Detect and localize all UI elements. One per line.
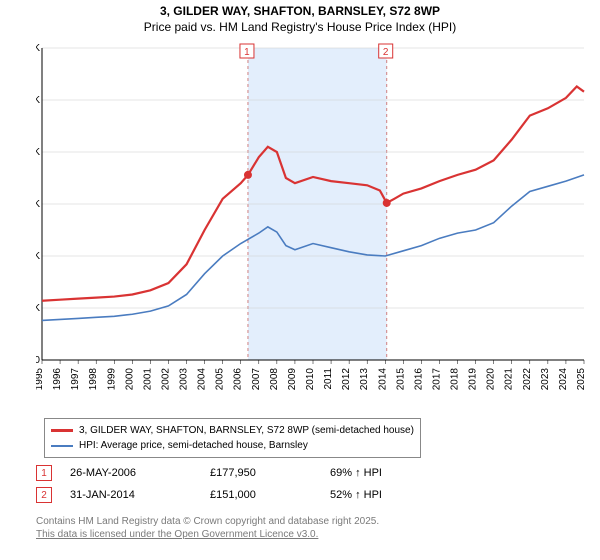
svg-text:2015: 2015 xyxy=(395,368,406,391)
svg-text:2013: 2013 xyxy=(359,368,370,391)
title-address: 3, GILDER WAY, SHAFTON, BARNSLEY, S72 8W… xyxy=(0,4,600,18)
marker-date-1: 26-MAY-2006 xyxy=(70,467,210,479)
legend-swatch-hpi xyxy=(51,445,73,447)
svg-text:2018: 2018 xyxy=(450,368,461,391)
svg-text:1998: 1998 xyxy=(88,368,99,391)
svg-text:2005: 2005 xyxy=(215,368,226,391)
svg-text:£150K: £150K xyxy=(36,199,40,210)
marker-date-2: 31-JAN-2014 xyxy=(70,489,210,501)
svg-text:2008: 2008 xyxy=(269,368,280,391)
legend: 3, GILDER WAY, SHAFTON, BARNSLEY, S72 8W… xyxy=(44,418,421,458)
footer-line2: This data is licensed under the Open Gov… xyxy=(36,528,379,541)
svg-text:2012: 2012 xyxy=(341,368,352,391)
svg-text:1996: 1996 xyxy=(52,368,63,391)
legend-label-property: 3, GILDER WAY, SHAFTON, BARNSLEY, S72 8W… xyxy=(79,423,414,438)
svg-text:£250K: £250K xyxy=(36,95,40,106)
svg-text:£100K: £100K xyxy=(36,251,40,262)
svg-text:2016: 2016 xyxy=(413,368,424,391)
svg-text:2022: 2022 xyxy=(522,368,533,391)
legend-label-hpi: HPI: Average price, semi-detached house,… xyxy=(79,438,308,453)
svg-text:2020: 2020 xyxy=(486,368,497,391)
svg-text:2010: 2010 xyxy=(305,368,316,391)
svg-text:2024: 2024 xyxy=(558,368,569,391)
svg-text:2002: 2002 xyxy=(160,368,171,391)
svg-text:1997: 1997 xyxy=(70,368,81,391)
title-subtitle: Price paid vs. HM Land Registry's House … xyxy=(0,20,600,34)
svg-text:2009: 2009 xyxy=(287,368,298,391)
svg-text:1999: 1999 xyxy=(106,368,117,391)
svg-text:2007: 2007 xyxy=(251,368,262,391)
svg-text:2004: 2004 xyxy=(197,368,208,391)
svg-text:2025: 2025 xyxy=(576,368,587,391)
price-chart: £0 £50K £100K £150K £200K £250K £300K 1995 1996 1… xyxy=(36,42,590,400)
legend-swatch-property xyxy=(51,429,73,432)
svg-text:2000: 2000 xyxy=(124,368,135,391)
svg-text:£0: £0 xyxy=(36,355,40,366)
svg-text:1: 1 xyxy=(244,47,250,58)
svg-text:£50K: £50K xyxy=(36,303,40,314)
marker-badge-2: 2 xyxy=(36,487,52,503)
svg-text:2006: 2006 xyxy=(233,368,244,391)
sale-marker-table: 1 26-MAY-2006 £177,950 69% ↑ HPI 2 31-JA… xyxy=(36,462,450,506)
marker-badge-1: 1 xyxy=(36,465,52,481)
svg-text:£200K: £200K xyxy=(36,147,40,158)
footer-attribution: Contains HM Land Registry data © Crown c… xyxy=(36,515,379,541)
svg-text:2014: 2014 xyxy=(377,368,388,391)
marker-pct-2: 52% ↑ HPI xyxy=(330,489,450,501)
svg-text:2021: 2021 xyxy=(504,368,515,391)
svg-text:2023: 2023 xyxy=(540,368,551,391)
svg-text:2019: 2019 xyxy=(468,368,479,391)
svg-text:2003: 2003 xyxy=(179,368,190,391)
svg-text:2011: 2011 xyxy=(323,368,334,390)
svg-text:£300K: £300K xyxy=(36,43,40,54)
footer-line1: Contains HM Land Registry data © Crown c… xyxy=(36,515,379,528)
marker-price-1: £177,950 xyxy=(210,467,330,479)
svg-text:2001: 2001 xyxy=(142,368,153,391)
marker-pct-1: 69% ↑ HPI xyxy=(330,467,450,479)
svg-text:2: 2 xyxy=(383,47,389,58)
marker-price-2: £151,000 xyxy=(210,489,330,501)
svg-text:1995: 1995 xyxy=(36,368,45,391)
svg-text:2017: 2017 xyxy=(431,368,442,391)
